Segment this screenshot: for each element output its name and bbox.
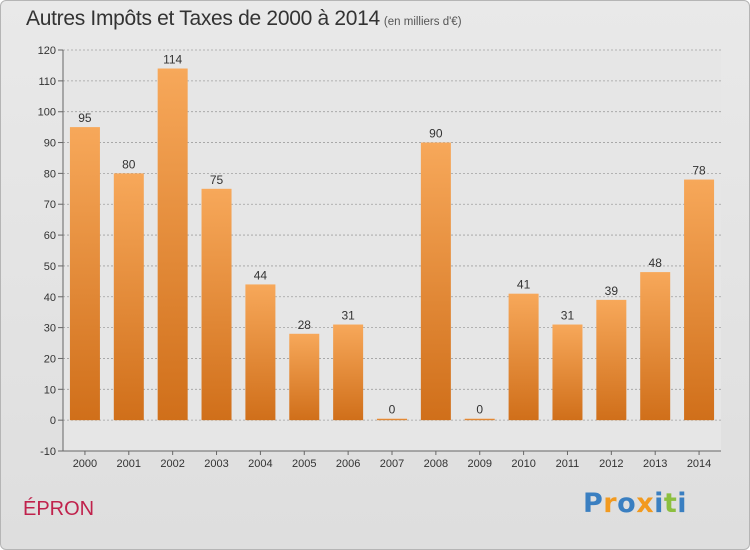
bar bbox=[640, 272, 671, 421]
y-tick-label: 0 bbox=[50, 415, 56, 427]
x-tick-label: 2000 bbox=[73, 458, 97, 470]
x-tick-label: 2002 bbox=[160, 458, 184, 470]
bar bbox=[157, 68, 188, 421]
data-label: 31 bbox=[561, 309, 575, 323]
data-label: 39 bbox=[605, 284, 619, 298]
logo-letter: i bbox=[677, 488, 688, 519]
bar bbox=[596, 299, 627, 421]
x-tick-label: 2014 bbox=[687, 458, 711, 470]
bar bbox=[201, 188, 232, 421]
data-label: 44 bbox=[254, 268, 268, 282]
x-tick-label: 2009 bbox=[467, 458, 491, 470]
y-tick-label: 70 bbox=[44, 199, 56, 211]
x-tick-label: 2006 bbox=[336, 458, 360, 470]
y-tick-label: 120 bbox=[38, 45, 56, 57]
data-label: 41 bbox=[517, 278, 531, 292]
y-tick-label: 50 bbox=[44, 261, 56, 273]
y-tick-label: 100 bbox=[38, 107, 56, 119]
x-tick-label: 2011 bbox=[556, 458, 580, 470]
bar bbox=[464, 418, 495, 421]
bar bbox=[508, 293, 539, 421]
bar bbox=[333, 324, 364, 421]
place-name: ÉPRON bbox=[23, 498, 95, 520]
x-tick-label: 2007 bbox=[380, 458, 404, 470]
data-label: 48 bbox=[649, 256, 663, 270]
data-label: 114 bbox=[163, 53, 182, 67]
x-tick-label: 2001 bbox=[117, 458, 141, 470]
x-tick-label: 2013 bbox=[643, 458, 667, 470]
x-tick-label: 2003 bbox=[204, 458, 228, 470]
data-label: 80 bbox=[122, 157, 136, 171]
x-tick-label: 2010 bbox=[511, 458, 535, 470]
logo-letter: o bbox=[617, 488, 637, 519]
y-tick-label: 80 bbox=[44, 168, 56, 180]
logo-letter: r bbox=[603, 488, 618, 519]
y-tick-label: 20 bbox=[44, 353, 56, 365]
logo-letter: P bbox=[583, 488, 604, 519]
bar bbox=[420, 142, 451, 421]
y-tick-label: 30 bbox=[44, 323, 56, 335]
data-label: 31 bbox=[341, 309, 355, 323]
data-label: 75 bbox=[210, 173, 224, 187]
bar bbox=[684, 179, 715, 421]
y-tick-label: 60 bbox=[44, 230, 56, 242]
bar bbox=[113, 173, 144, 421]
data-label: 0 bbox=[476, 403, 483, 417]
y-tick-label: 110 bbox=[38, 76, 56, 88]
data-label: 28 bbox=[298, 318, 312, 332]
bar bbox=[289, 333, 320, 421]
data-label: 78 bbox=[692, 164, 706, 178]
y-tick-label: -10 bbox=[40, 446, 56, 458]
chart-title-text: Autres Impôts et Taxes de 2000 à 2014 bbox=[26, 7, 380, 30]
x-tick-label: 2004 bbox=[248, 458, 272, 470]
proxiti-logo[interactable]: Proxiti bbox=[583, 488, 687, 519]
x-tick-label: 2008 bbox=[424, 458, 448, 470]
y-tick-label: 40 bbox=[44, 292, 56, 304]
logo-letter: i bbox=[654, 488, 664, 519]
x-tick-label: 2005 bbox=[292, 458, 316, 470]
data-label: 95 bbox=[78, 111, 92, 125]
y-tick-label: 10 bbox=[44, 384, 56, 396]
bar bbox=[552, 324, 583, 421]
y-tick-label: 90 bbox=[44, 138, 56, 150]
data-label: 90 bbox=[429, 127, 443, 141]
logo-letter: t bbox=[663, 488, 678, 519]
data-label: 0 bbox=[389, 403, 396, 417]
chart-subtitle: (en milliers d'€) bbox=[383, 16, 462, 28]
chart-title: Autres Impôts et Taxes de 2000 à 2014 (en… bbox=[26, 7, 462, 31]
bar bbox=[377, 418, 407, 421]
bar bbox=[69, 127, 100, 421]
bar bbox=[245, 284, 276, 421]
logo-letter: x bbox=[636, 488, 655, 519]
x-tick-label: 2012 bbox=[599, 458, 623, 470]
